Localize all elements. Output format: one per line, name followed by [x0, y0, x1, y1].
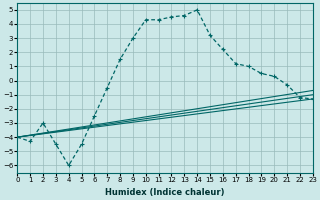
X-axis label: Humidex (Indice chaleur): Humidex (Indice chaleur) — [105, 188, 225, 197]
